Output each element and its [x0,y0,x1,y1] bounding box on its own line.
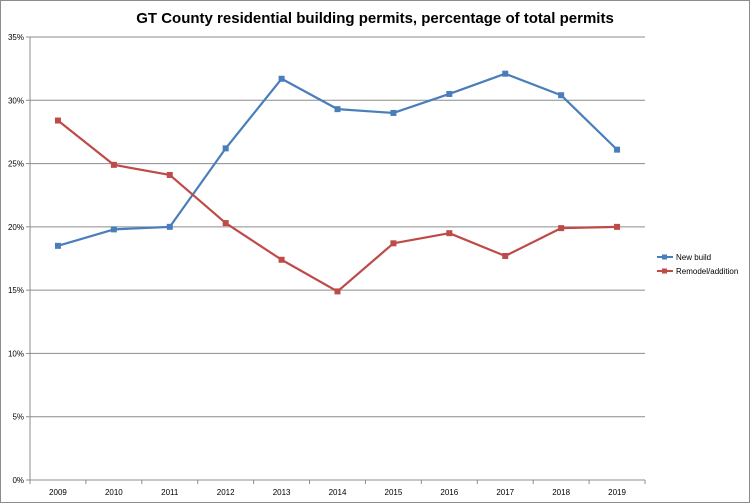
data-point [390,240,397,247]
x-tick-label: 2014 [329,488,347,497]
legend: New build Remodel/addition [657,253,738,276]
series-line [57,119,618,293]
legend-item: New build [657,253,711,262]
y-tick-label: 25% [8,160,24,169]
data-point [502,252,509,259]
x-tick-label: 2012 [217,488,235,497]
y-tick-label: 20% [8,223,24,232]
data-point [222,145,229,152]
data-point [278,256,285,263]
legend-label: Remodel/addition [676,267,738,276]
x-tick-label: 2016 [440,488,458,497]
data-point [110,161,117,168]
data-point [278,75,285,82]
data-point [166,171,173,178]
data-series [54,70,621,295]
data-point [558,92,565,99]
data-point [390,109,397,116]
y-tick-label: 35% [8,33,24,42]
data-point [502,70,509,77]
series-new-build [54,70,621,249]
data-point [222,220,229,227]
legend-marker [662,254,667,260]
data-point [334,288,341,295]
x-tick-label: 2009 [49,488,67,497]
series-remodel-addition [54,117,621,295]
data-point [110,226,117,233]
data-point [54,242,61,249]
x-tick-label: 2019 [608,488,626,497]
y-tick-label: 10% [8,349,24,358]
series-line [57,72,618,247]
x-axis-tick-labels: 2009 2010 2011 2012 2013 2014 2015 2016 2017 2018… [49,488,626,497]
x-tick-label: 2015 [385,488,403,497]
y-axis-tick-labels: 0% 5% 10% 15% 20% 25% 30% 35% [8,33,24,485]
y-tick-label: 15% [8,286,24,295]
legend-marker [662,268,667,274]
data-point [558,225,565,232]
y-tick-label: 30% [8,96,24,105]
legend-item: Remodel/addition [657,267,738,276]
data-point [334,106,341,113]
data-point [614,146,621,153]
data-point [614,223,621,230]
x-tick-label: 2018 [552,488,570,497]
axes [26,36,646,484]
data-point [446,90,453,97]
chart-title: GT County residential building permits, … [136,10,614,27]
data-point [54,117,61,124]
x-tick-label: 2010 [105,488,123,497]
data-point [166,223,173,230]
y-tick-label: 0% [12,476,24,485]
legend-label: New build [676,253,711,262]
x-tick-label: 2017 [496,488,514,497]
x-tick-label: 2013 [273,488,291,497]
gridlines [30,36,645,418]
x-tick-label: 2011 [161,488,179,497]
y-tick-label: 5% [12,413,24,422]
data-point [446,230,453,237]
